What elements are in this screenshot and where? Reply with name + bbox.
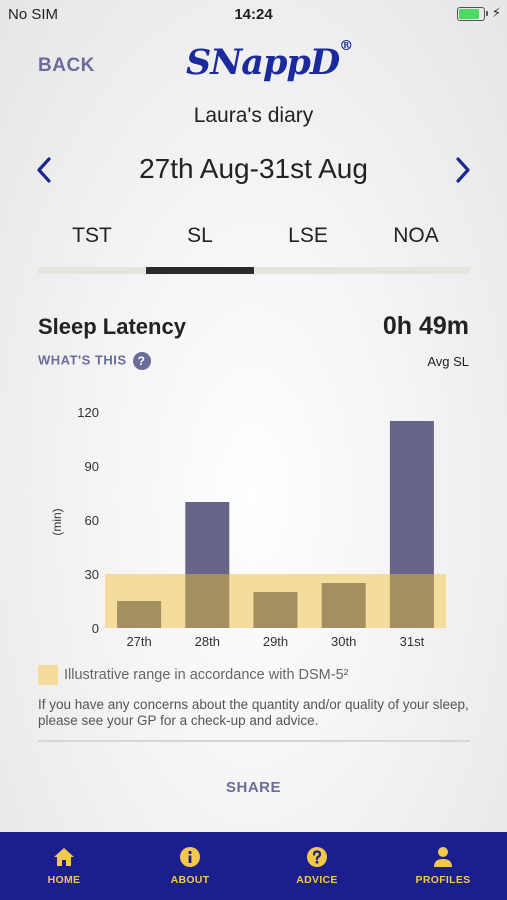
status-time: 14:24 <box>234 6 273 23</box>
avg-label: Avg SL <box>427 354 469 369</box>
x-tick-label: 31st <box>400 634 425 649</box>
bar-overlap <box>253 592 298 628</box>
avg-value: 0h 49m <box>382 312 469 340</box>
sleep-latency-chart: 0 30 60 90 120 (min) 27th 28th 29th 30th 31st <box>50 405 446 649</box>
date-range: 27th Aug-31st Aug <box>139 153 368 184</box>
chevron-right-icon[interactable] <box>455 156 471 184</box>
nav-home[interactable]: HOME <box>24 846 104 886</box>
y-tick-label: 60 <box>85 513 99 528</box>
nav-about-label: ABOUT <box>170 874 210 886</box>
x-tick-label: 27th <box>126 634 151 649</box>
nav-about[interactable]: ABOUT <box>150 846 230 886</box>
nav-profiles-label: PROFILES <box>415 874 471 886</box>
chart-legend: Illustrative range in accordance with DS… <box>38 665 348 685</box>
tab-sl[interactable]: SL <box>187 224 213 247</box>
legend-label: Illustrative range in accordance with DS… <box>64 666 349 683</box>
home-icon <box>54 848 74 866</box>
chevron-left-icon[interactable] <box>36 156 52 184</box>
person-icon <box>434 847 452 867</box>
whats-this-link[interactable]: WHAT'S THIS? <box>38 352 151 370</box>
y-tick-label: 0 <box>92 621 99 636</box>
share-button[interactable]: SHARE <box>225 779 281 796</box>
battery-icon <box>457 7 488 21</box>
active-tab-indicator <box>146 267 254 274</box>
tab-noa[interactable]: NOA <box>393 224 439 247</box>
nav-advice-label: ADVICE <box>296 874 338 886</box>
section-title: Sleep Latency <box>38 314 186 339</box>
x-tick-label: 29th <box>263 634 288 649</box>
registered-mark: ® <box>339 38 353 54</box>
help-icon: ? <box>132 352 151 370</box>
bar-overlap <box>321 583 366 628</box>
app-logo: SNappD® <box>186 38 353 83</box>
bar-overlap <box>389 574 434 628</box>
bottom-nav: HOME ABOUT ADVICE PROFILES <box>0 832 507 900</box>
tab-tst[interactable]: TST <box>72 224 112 247</box>
battery-level <box>459 9 479 19</box>
tab-track <box>38 267 470 274</box>
bar-overlap <box>117 601 162 628</box>
nav-profiles[interactable]: PROFILES <box>403 846 483 886</box>
charging-icon: ⚡︎ <box>491 5 501 20</box>
x-tick-label: 28th <box>195 634 220 649</box>
diary-title: Laura's diary <box>193 104 314 127</box>
y-axis-label: (min) <box>50 508 64 535</box>
y-tick-label: 90 <box>85 459 99 474</box>
back-button[interactable]: BACK <box>38 55 95 76</box>
advice-note: If you have any concerns about the quant… <box>38 697 469 728</box>
status-bar: No SIM 14:24 ⚡︎ <box>0 0 507 28</box>
nav-advice[interactable]: ADVICE <box>277 846 357 886</box>
carrier-label: No SIM <box>8 6 59 23</box>
divider <box>38 740 470 742</box>
bar-overlap <box>185 574 230 628</box>
info-icon <box>180 847 200 867</box>
legend-swatch <box>38 665 58 685</box>
x-tick-label: 30th <box>331 634 356 649</box>
metric-tabs: TST SL LSE NOA <box>38 224 470 254</box>
whats-this-label: WHAT'S THIS <box>38 352 127 368</box>
y-tick-label: 120 <box>77 405 99 420</box>
question-icon <box>307 847 327 867</box>
y-tick-label: 30 <box>85 567 99 582</box>
tab-lse[interactable]: LSE <box>288 224 328 247</box>
nav-home-label: HOME <box>47 874 81 886</box>
